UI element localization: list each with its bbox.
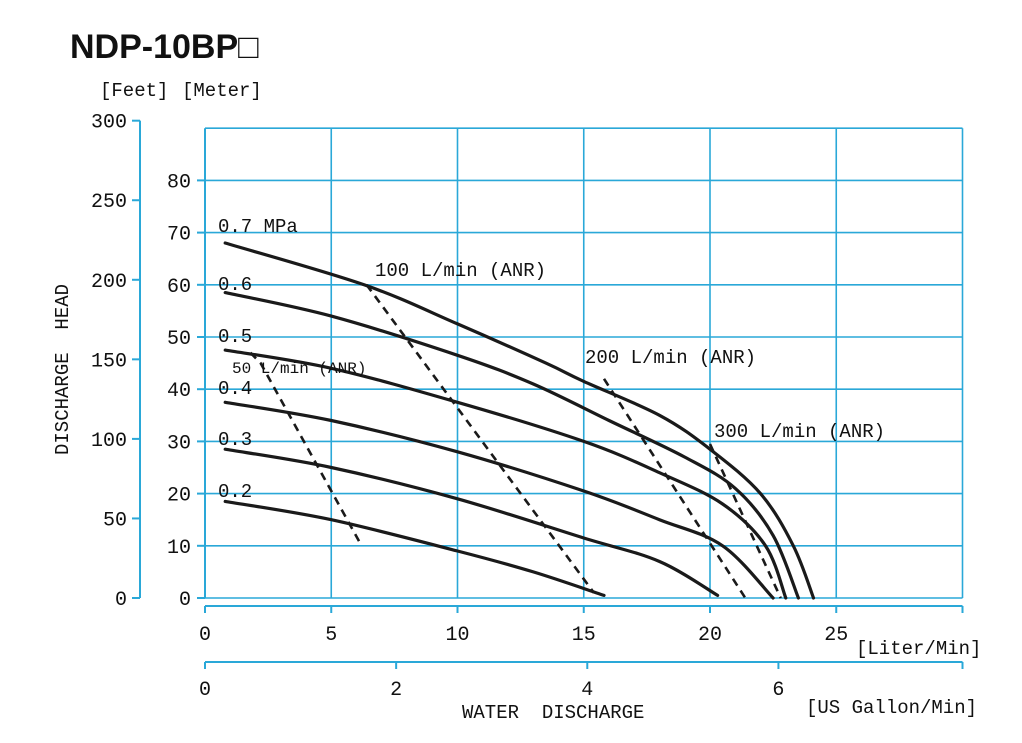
gallon-tick-label-6: 6 xyxy=(772,679,784,702)
liter-tick-label-10: 10 xyxy=(445,624,469,647)
chart-title: NDP-10BP□ xyxy=(70,28,259,66)
meter-tick-label-70: 70 xyxy=(167,224,191,247)
label-100-lmin: 100 L/min (ANR) xyxy=(375,260,546,282)
liter-tick-label-0: 0 xyxy=(199,624,211,647)
liter-tick-label-25: 25 xyxy=(824,624,848,647)
curve-0-5 xyxy=(223,348,788,600)
curve-0-2 xyxy=(223,499,606,597)
y-axis-title: DISCHARGE HEAD xyxy=(52,284,74,455)
meter-tick-label-60: 60 xyxy=(167,276,191,299)
pressure-curves xyxy=(223,241,816,600)
feet-tick-label-200: 200 xyxy=(91,271,127,294)
air-line-50-l-min-anr xyxy=(249,351,363,547)
label-50-lmin: 50 L/min (ANR) xyxy=(232,360,366,378)
meter-unit-label: [Meter] xyxy=(182,80,262,102)
air-consumption-lines xyxy=(249,284,782,599)
x-axis-title: WATER DISCHARGE xyxy=(462,702,644,724)
gallon-tick-label-2: 2 xyxy=(390,679,402,702)
label-300-lmin: 300 L/min (ANR) xyxy=(714,421,885,443)
series-labels: 0.7 MPa 0.6 0.5 0.4 0.3 0.2 100 L/min (A… xyxy=(218,216,885,503)
label-0-4: 0.4 xyxy=(218,378,252,400)
meter-tick-label-20: 20 xyxy=(167,485,191,508)
label-0-7-mpa: 0.7 MPa xyxy=(218,216,298,238)
gallon-tick-label-0: 0 xyxy=(199,679,211,702)
curve-0-3 xyxy=(223,447,720,597)
label-0-6: 0.6 xyxy=(218,274,252,296)
meter-tick-label-40: 40 xyxy=(167,380,191,403)
meter-tick-label-30: 30 xyxy=(167,432,191,455)
meter-tick-label-0: 0 xyxy=(179,589,191,612)
liter-tick-label-15: 15 xyxy=(572,624,596,647)
liter-unit-label: [Liter/Min] xyxy=(856,638,981,660)
curve-0-6 xyxy=(223,291,800,600)
label-0-5: 0.5 xyxy=(218,326,252,348)
liter-tick-label-5: 5 xyxy=(325,624,337,647)
curve-0-4 xyxy=(223,400,775,600)
grid xyxy=(205,127,964,599)
meter-tick-label-50: 50 xyxy=(167,328,191,351)
label-0-2: 0.2 xyxy=(218,481,252,503)
feet-tick-label-100: 100 xyxy=(91,430,127,453)
usgal-unit-label: [US Gallon/Min] xyxy=(806,697,977,719)
curve-0-7-mpa xyxy=(223,241,816,600)
air-line-100-l-min-anr xyxy=(365,284,595,594)
label-0-3: 0.3 xyxy=(218,429,252,451)
air-line-200-l-min-anr xyxy=(602,378,747,599)
feet-tick-label-250: 250 xyxy=(91,191,127,214)
liter-tick-label-20: 20 xyxy=(698,624,722,647)
feet-tick-label-50: 50 xyxy=(103,509,127,532)
label-200-lmin: 200 L/min (ANR) xyxy=(585,347,756,369)
meter-tick-label-10: 10 xyxy=(167,537,191,560)
gallon-tick-label-4: 4 xyxy=(581,679,593,702)
feet-tick-label-150: 150 xyxy=(91,350,127,373)
feet-tick-label-0: 0 xyxy=(115,589,127,612)
feet-unit-label: [Feet] xyxy=(100,80,168,102)
meter-tick-label-80: 80 xyxy=(167,171,191,194)
air-line-300-l-min-anr xyxy=(708,443,782,599)
feet-tick-label-300: 300 xyxy=(91,112,127,135)
